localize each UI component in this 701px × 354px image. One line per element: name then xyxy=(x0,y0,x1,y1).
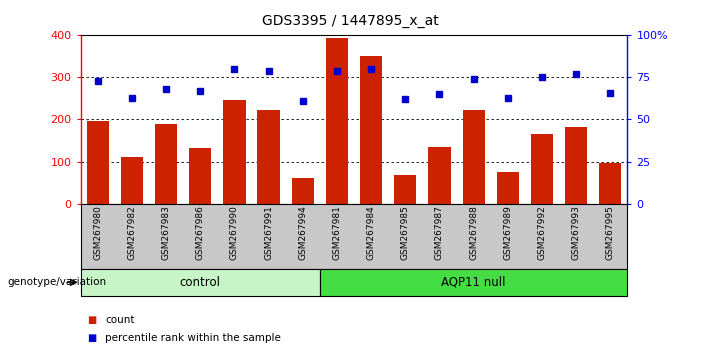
Bar xyxy=(292,178,314,204)
Text: AQP11 null: AQP11 null xyxy=(442,276,506,289)
Text: GDS3395 / 1447895_x_at: GDS3395 / 1447895_x_at xyxy=(262,14,439,28)
Text: GSM267981: GSM267981 xyxy=(332,206,341,261)
Text: GSM267980: GSM267980 xyxy=(93,206,102,261)
Bar xyxy=(121,157,143,204)
Text: control: control xyxy=(179,276,221,289)
Text: GSM267991: GSM267991 xyxy=(264,206,273,261)
Text: GSM267986: GSM267986 xyxy=(196,206,205,261)
Text: GSM267995: GSM267995 xyxy=(606,206,615,261)
Text: GSM267992: GSM267992 xyxy=(538,206,547,260)
Text: GSM267983: GSM267983 xyxy=(161,206,170,261)
Bar xyxy=(257,110,280,204)
Bar xyxy=(224,100,245,204)
Text: GSM267993: GSM267993 xyxy=(571,206,580,261)
Bar xyxy=(189,148,211,204)
Bar xyxy=(155,124,177,204)
Bar xyxy=(428,147,451,204)
Text: count: count xyxy=(105,315,135,325)
Bar xyxy=(87,121,109,204)
Text: GSM267988: GSM267988 xyxy=(469,206,478,261)
Bar xyxy=(320,269,627,296)
Text: GSM267982: GSM267982 xyxy=(128,206,137,260)
Text: ■: ■ xyxy=(88,333,97,343)
Bar xyxy=(599,163,621,204)
Text: GSM267985: GSM267985 xyxy=(401,206,410,261)
Text: GSM267994: GSM267994 xyxy=(298,206,307,260)
Text: GSM267990: GSM267990 xyxy=(230,206,239,261)
Bar xyxy=(497,172,519,204)
Bar xyxy=(360,56,382,204)
Text: GSM267987: GSM267987 xyxy=(435,206,444,261)
Text: GSM267984: GSM267984 xyxy=(367,206,376,260)
Bar xyxy=(394,175,416,204)
Text: genotype/variation: genotype/variation xyxy=(7,277,106,287)
Bar xyxy=(81,269,320,296)
Bar xyxy=(463,110,484,204)
Text: percentile rank within the sample: percentile rank within the sample xyxy=(105,333,281,343)
Bar xyxy=(565,127,587,204)
Bar xyxy=(531,134,553,204)
Text: GSM267989: GSM267989 xyxy=(503,206,512,261)
Text: ■: ■ xyxy=(88,315,97,325)
Bar xyxy=(326,38,348,204)
